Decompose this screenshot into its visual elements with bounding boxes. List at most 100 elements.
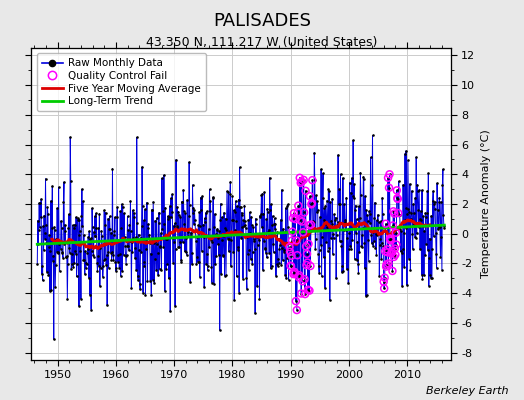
Point (194, 259, 203, 265)
Point (288, 228, 297, 235)
Point (216, 201, 225, 207)
Point (422, 214, 431, 220)
Point (233, 273, 241, 280)
Point (292, 298, 300, 304)
Point (222, 227, 231, 233)
Point (406, 181, 414, 187)
Point (311, 177, 319, 184)
Point (354, 261, 362, 268)
Point (227, 263, 235, 269)
Point (203, 251, 211, 258)
Legend: Raw Monthly Data, Quality Control Fail, Five Year Moving Average, Long-Term Tren: Raw Monthly Data, Quality Control Fail, … (37, 53, 206, 112)
Point (304, 241, 313, 247)
Point (372, 252, 380, 258)
Point (127, 228, 135, 234)
Point (60, 179, 68, 185)
Point (162, 266, 170, 272)
Point (90, 254, 98, 260)
Point (324, 186, 333, 192)
Point (404, 157, 412, 164)
Point (123, 243, 131, 249)
Point (396, 226, 405, 232)
Point (128, 239, 136, 246)
Point (344, 226, 352, 232)
Point (336, 171, 345, 177)
Point (285, 276, 293, 283)
Point (114, 251, 123, 258)
Point (364, 218, 372, 224)
Point (37, 271, 46, 277)
Point (391, 230, 400, 236)
Point (296, 175, 304, 181)
Point (351, 256, 359, 262)
Point (411, 235, 420, 241)
Point (391, 252, 399, 258)
Point (226, 179, 235, 185)
Point (293, 209, 302, 216)
Point (214, 235, 222, 241)
Point (440, 225, 449, 232)
Point (399, 182, 407, 188)
Point (316, 242, 325, 248)
Point (62, 254, 71, 260)
Point (335, 186, 343, 193)
Point (42, 240, 51, 247)
Point (351, 207, 359, 214)
Point (75, 303, 83, 309)
Point (77, 248, 85, 254)
Point (265, 250, 274, 256)
Point (278, 187, 286, 193)
Point (227, 237, 235, 243)
Point (309, 224, 317, 231)
Point (98, 241, 106, 248)
Point (122, 253, 130, 259)
Point (286, 248, 294, 255)
Point (363, 212, 372, 218)
Point (328, 220, 336, 227)
Point (136, 286, 144, 293)
Point (204, 262, 212, 269)
Point (260, 245, 269, 251)
Point (144, 221, 152, 227)
Point (165, 275, 173, 282)
Text: Berkeley Earth: Berkeley Earth (426, 386, 508, 396)
Point (385, 171, 394, 178)
Point (330, 211, 339, 218)
Point (260, 189, 268, 195)
Point (432, 251, 440, 257)
Point (184, 232, 192, 239)
Point (287, 253, 296, 259)
Point (299, 278, 307, 284)
Point (404, 205, 412, 212)
Point (45, 244, 53, 250)
Point (390, 254, 398, 260)
Point (373, 231, 381, 238)
Point (201, 215, 209, 222)
Point (366, 220, 374, 226)
Point (203, 267, 212, 273)
Point (35, 226, 43, 233)
Point (312, 192, 321, 199)
Point (188, 249, 196, 256)
Point (129, 235, 137, 241)
Point (386, 237, 395, 244)
Point (295, 272, 303, 278)
Point (389, 222, 397, 229)
Point (328, 196, 336, 202)
Point (385, 184, 393, 191)
Point (389, 222, 397, 229)
Point (439, 166, 447, 172)
Point (194, 222, 203, 228)
Point (283, 201, 292, 208)
Point (263, 206, 271, 212)
Point (142, 246, 150, 252)
Point (96, 265, 105, 271)
Point (380, 285, 388, 292)
Point (381, 220, 390, 227)
Point (157, 230, 165, 236)
Point (107, 230, 115, 236)
Point (207, 237, 215, 243)
Point (70, 222, 79, 228)
Point (77, 213, 85, 220)
Point (208, 279, 216, 286)
